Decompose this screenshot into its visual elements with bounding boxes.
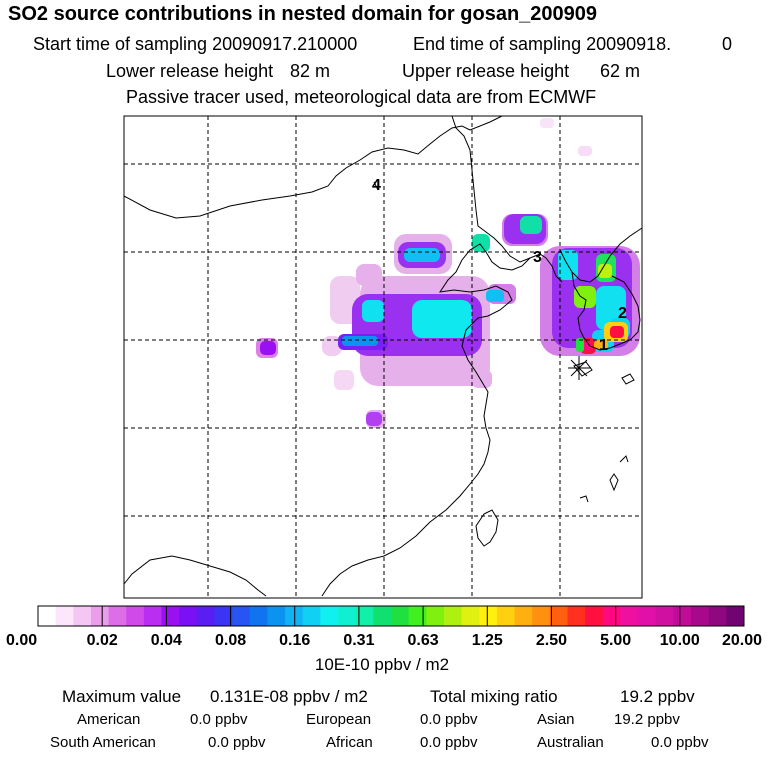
colorbar-cell: [355, 606, 374, 626]
lower-height-value: 82 m: [290, 61, 331, 81]
colorbar-cell: [638, 606, 657, 626]
colorbar-cell: [585, 606, 604, 626]
end-time-label: End time of sampling 20090918.: [413, 34, 672, 54]
graticule: [124, 116, 642, 598]
end-time-value: 0: [722, 34, 733, 54]
region-label-2: 2: [618, 305, 627, 322]
colorbar-tick-label: 5.00: [600, 632, 631, 649]
colorbar-cell: [373, 606, 392, 626]
region-south-american-name: South American: [50, 734, 156, 751]
colorbar-cell: [196, 606, 215, 626]
colorbar-cell: [338, 606, 357, 626]
region-asian-value: 19.2 ppbv: [614, 711, 680, 728]
max-value: 0.131E-08 ppbv / m2: [210, 687, 368, 706]
colorbar-cell: [73, 606, 92, 626]
colorbar-cell: [655, 606, 674, 626]
colorbar-tick-label: 0.31: [343, 632, 374, 649]
colorbar-cell: [143, 606, 163, 626]
colorbar-cell: [232, 606, 251, 626]
colorbar-cell: [161, 606, 180, 626]
max-value-label: Maximum value: [62, 687, 182, 706]
colorbar-cell: [708, 606, 727, 626]
colorbar-cell: [249, 606, 268, 626]
colorbar-dividers: [101, 606, 681, 626]
colorbar-cell: [567, 606, 586, 626]
colorbar-cell: [179, 606, 198, 626]
colorbar-unit-label: 10E-10 ppbv / m2: [315, 655, 449, 674]
colorbar-tick-label: 20.00: [722, 632, 762, 649]
region-asian-name: Asian: [537, 711, 575, 728]
colorbar-cell: [479, 606, 498, 626]
colorbar-cell: [108, 606, 127, 626]
tracer-note: Passive tracer used, meteorological data…: [126, 87, 597, 107]
coastlines: [123, 115, 643, 597]
colorbar-tick-label: 0.63: [408, 632, 439, 649]
region-australian-value: 0.0 ppbv: [651, 734, 709, 751]
start-time-label: Start time of sampling 20090917.210000: [33, 34, 358, 54]
region-american-value: 0.0 ppbv: [190, 711, 248, 728]
colorbar-cell: [443, 606, 463, 626]
colorbar-tick-label: 0.16: [279, 632, 310, 649]
colorbar-cell: [461, 606, 480, 626]
colorbar-cell: [408, 606, 427, 626]
colorbar-cell: [391, 606, 410, 626]
colorbar-cell: [673, 606, 692, 626]
colorbar-cell: [267, 606, 286, 626]
colorbar-tick-label: 2.50: [536, 632, 567, 649]
colorbar-frame: [37, 605, 745, 627]
colorbar-tick-labels: 0.00 0.02 0.04 0.08 0.16 0.31 0.63 1.25 2.50 5.00…: [6, 632, 762, 649]
colorbar-cell: [38, 606, 57, 626]
upper-height-label: Upper release height: [402, 61, 570, 81]
colorbar-cell: [302, 606, 321, 626]
colorbar-cell: [532, 606, 551, 626]
colorbar-cell: [514, 606, 533, 626]
colorbar-tick-label: 10.00: [660, 632, 700, 649]
colorbar-cell: [126, 606, 145, 626]
colorbar-cell: [602, 606, 621, 626]
colorbar-cell: [320, 606, 339, 626]
colorbar-cell: [214, 606, 233, 626]
region-african-name: African: [326, 734, 373, 751]
colorbar-cell: [496, 606, 516, 626]
region-label-3: 3: [533, 249, 542, 266]
lower-height-label: Lower release height: [106, 61, 274, 81]
colorbar-cell: [549, 606, 568, 626]
colorbar-tick-label: 0.00: [6, 632, 37, 649]
chart-title: SO2 source contributions in nested domai…: [8, 3, 598, 25]
map-frame: [123, 115, 643, 599]
total-mixing-value: 19.2 ppbv: [620, 687, 695, 706]
region-american-name: American: [77, 711, 141, 728]
colorbar-cells: [38, 606, 745, 626]
colorbar-tick-label: 0.02: [87, 632, 118, 649]
colorbar-tick-label: 1.25: [472, 632, 503, 649]
colorbar-cell: [620, 606, 639, 626]
region-european-value: 0.0 ppbv: [420, 711, 478, 728]
colorbar-cell: [55, 606, 74, 626]
region-australian-name: Australian: [537, 734, 604, 751]
colorbar-tick-label: 0.08: [215, 632, 246, 649]
region-african-value: 0.0 ppbv: [420, 734, 478, 751]
region-label-1: 1: [599, 337, 608, 354]
total-mixing-label: Total mixing ratio: [430, 687, 558, 706]
region-european-name: European: [306, 711, 372, 728]
colorbar-cell: [691, 606, 710, 626]
colorbar-tick-label: 0.04: [151, 632, 182, 649]
colorbar-cell: [90, 606, 110, 626]
upper-height-value: 62 m: [600, 61, 641, 81]
region-south-american-value: 0.0 ppbv: [208, 734, 266, 751]
receptor-marker: [568, 356, 590, 380]
colorbar-cell: [726, 606, 745, 626]
colorbar-cell: [285, 606, 304, 626]
region-label-4: 4: [372, 177, 381, 194]
colorbar-cell: [426, 606, 445, 626]
